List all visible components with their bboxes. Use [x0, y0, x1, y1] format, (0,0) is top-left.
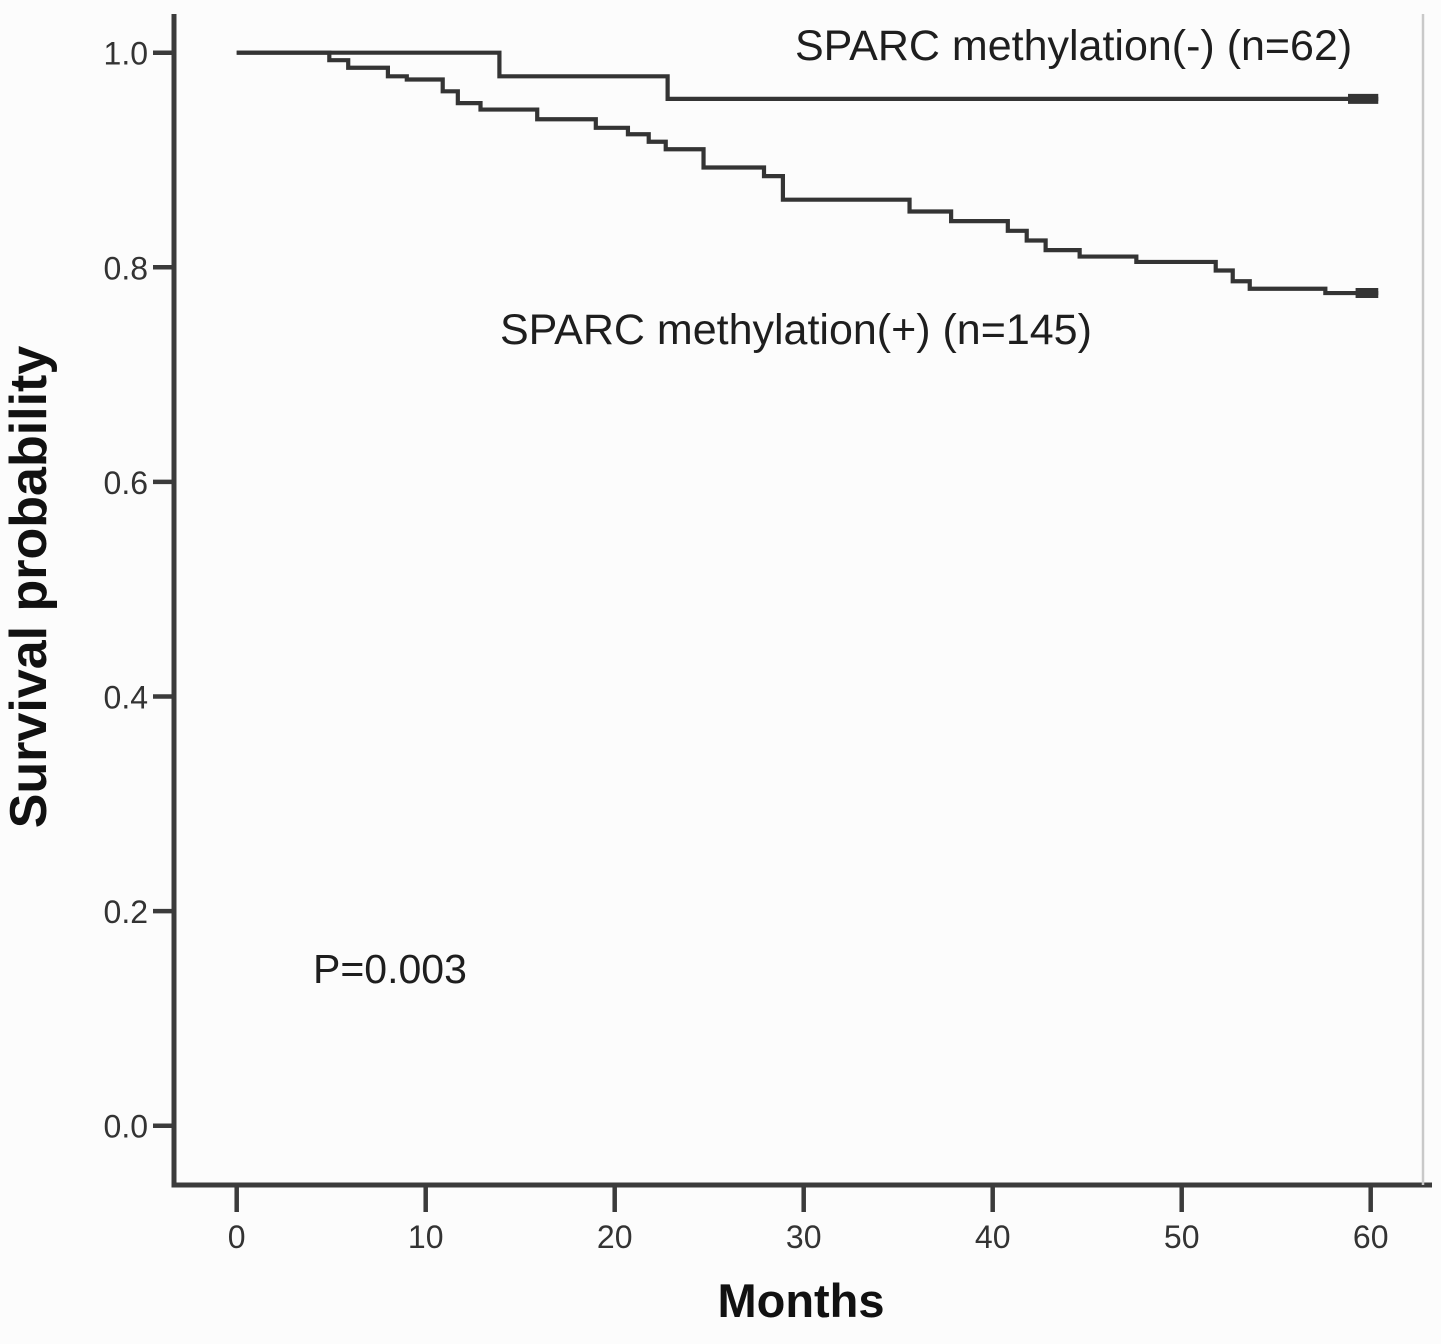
- y-axis-title: Survival probability: [0, 346, 58, 829]
- axes: 1.0 0.8 0.6 0.4 0.2 0.0 0 10 20 30 40 50 60: [104, 14, 1432, 1255]
- y-tick-label: 0.2: [104, 894, 148, 930]
- x-tick-label: 10: [408, 1219, 444, 1255]
- y-tick-label: 0.8: [104, 250, 148, 286]
- y-tick-label: 0.0: [104, 1109, 148, 1145]
- x-tick-label: 50: [1164, 1219, 1200, 1255]
- y-tick-label: 1.0: [104, 36, 148, 72]
- legend-methylation-negative: SPARC methylation(-) (n=62): [795, 22, 1352, 70]
- x-tick-label: 0: [228, 1219, 246, 1255]
- x-tick-label: 40: [975, 1219, 1011, 1255]
- legend-methylation-positive: SPARC methylation(+) (n=145): [500, 306, 1092, 354]
- x-tick-label: 30: [786, 1219, 822, 1255]
- x-axis-title: Months: [717, 1274, 884, 1327]
- y-tick-label: 0.4: [104, 680, 148, 716]
- x-tick-label: 20: [597, 1219, 633, 1255]
- p-value-annotation: P=0.003: [313, 946, 467, 992]
- survival-curves: [236, 50, 1379, 299]
- survival-curve-methylation-negative: [236, 50, 1379, 101]
- y-tick-label: 0.6: [104, 465, 148, 501]
- survival-curve-methylation-positive: [236, 50, 1379, 296]
- x-tick-label: 60: [1353, 1219, 1389, 1255]
